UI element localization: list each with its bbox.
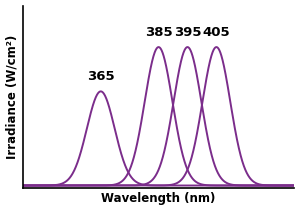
Y-axis label: Irradiance (W/cm²): Irradiance (W/cm²) [6,35,19,159]
X-axis label: Wavelength (nm): Wavelength (nm) [101,192,216,206]
Text: 405: 405 [202,26,230,39]
Text: 395: 395 [174,26,201,39]
Text: 365: 365 [87,70,115,83]
Text: 385: 385 [145,26,172,39]
